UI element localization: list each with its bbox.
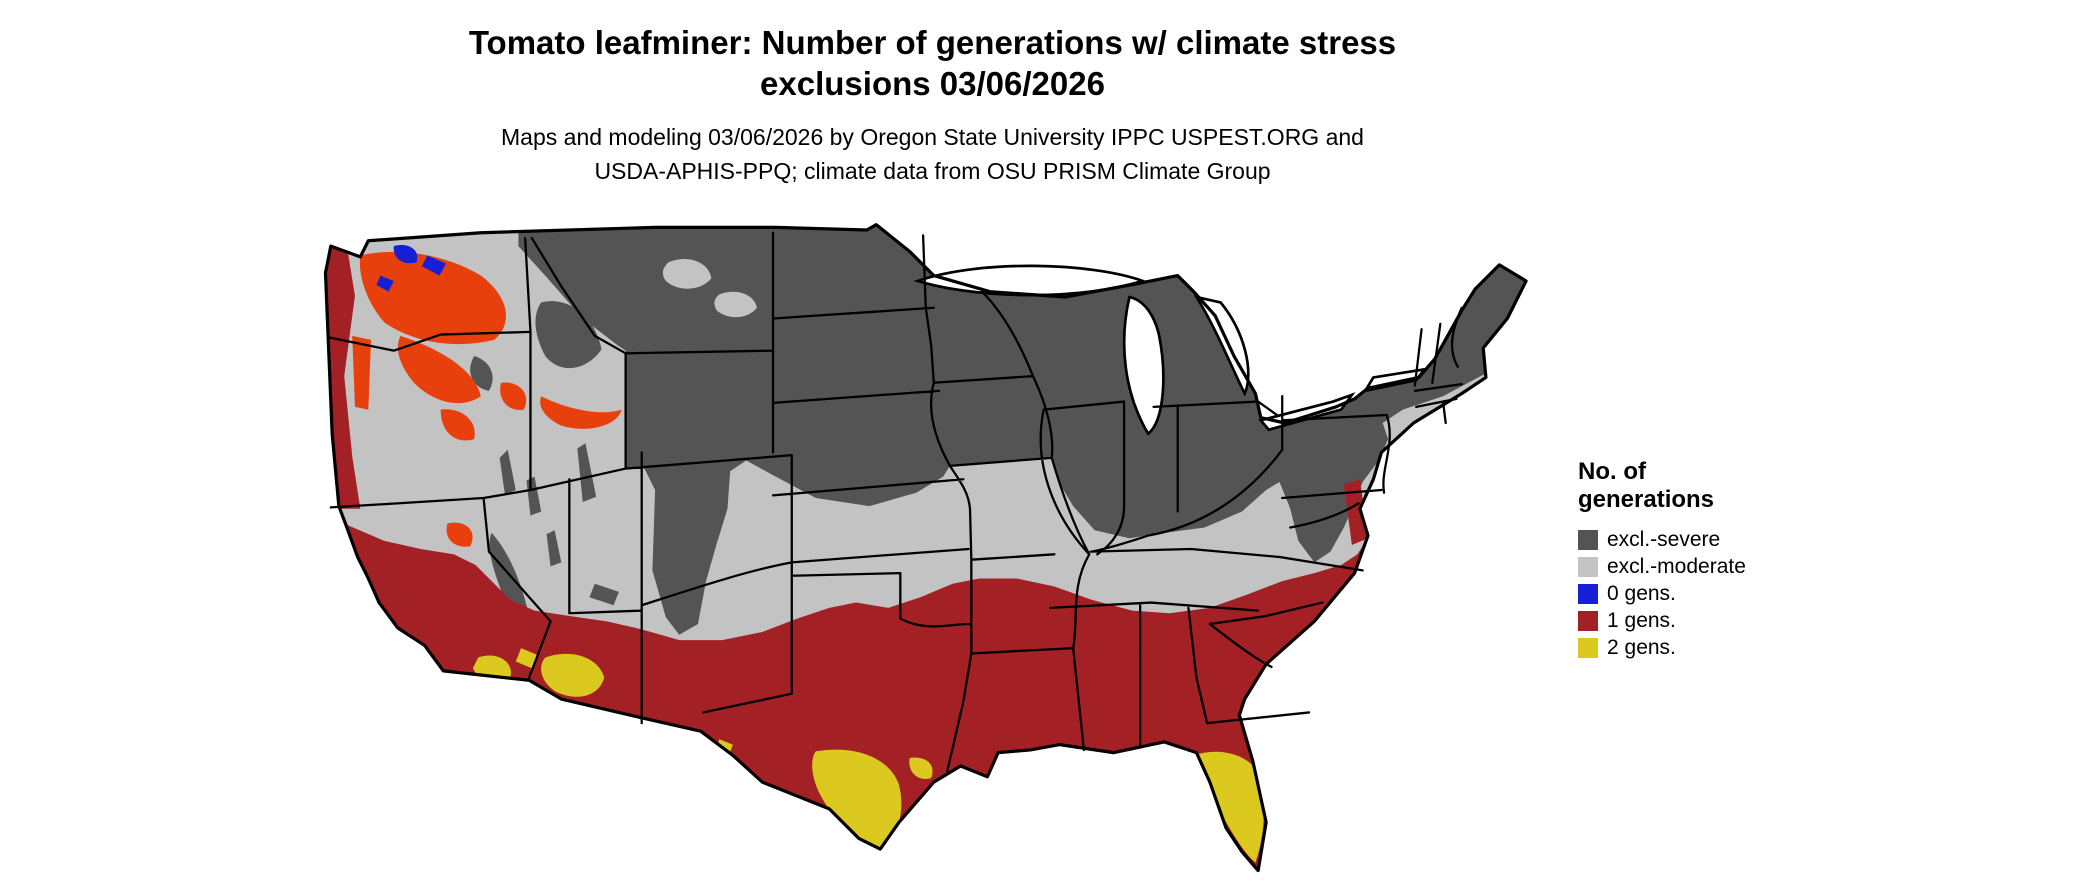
region-0-gens-a [393,244,418,264]
region-2-gens-stx [812,749,902,850]
lake-huron [1193,295,1250,397]
page-title: Tomato leafminer: Number of generations … [0,22,1865,104]
legend-label: excl.-severe [1607,528,1721,551]
legend-row: 0 gens. [1578,580,1878,607]
title-line-2: exclusions 03/06/2026 [760,65,1105,102]
severe-patch-central-idaho [535,301,602,369]
severe-patch-nv1 [499,449,516,496]
region-2-gens-phoenix [541,653,605,697]
legend-swatch-excl-severe [1578,529,1598,550]
legend-title-line-2: generations [1578,486,1715,513]
legend-items: excl.-severe excl.-moderate 0 gens. 1 ge… [1578,526,1878,661]
moderate-patch-emt2 [714,291,757,318]
legend-row: 1 gens. [1578,607,1878,634]
severe-patch-wasatch [577,443,597,503]
legend-swatch-excl-moderate [1578,556,1598,577]
legend-title-line-1: No. of [1578,458,1646,485]
stress-patch-neca [446,522,473,547]
legend-row: excl.-severe [1578,526,1878,553]
legend-label: 2 gens. [1607,636,1676,659]
gens1-patch-delmarva [1343,479,1368,545]
stress-patch-eor1 [440,409,475,441]
legend-label: 1 gens. [1607,609,1676,632]
subtitle-line-1: Maps and modeling 03/06/2026 by Oregon S… [501,124,1364,150]
stress-patch-columbia-basin [397,335,481,404]
moderate-patch-emt1 [662,259,712,289]
region-2-gens-seca [515,648,538,669]
legend-swatch-2-gens [1578,637,1598,658]
us-map-svg [323,223,1528,873]
legend-title: No. of generations [1578,458,1878,514]
stress-patch-eor2 [500,382,527,410]
legend-label: excl.-moderate [1607,555,1746,578]
legend-swatch-1-gens [1578,610,1598,631]
severe-patch-naz [589,583,619,606]
map-legend: No. of generations excl.-severe excl.-mo… [1578,458,1878,661]
severe-patch-blues [470,356,493,391]
stress-patch-willamette [352,335,372,410]
title-line-1: Tomato leafminer: Number of generations … [468,24,1397,61]
severe-patch-nv3 [546,530,562,567]
legend-row: 2 gens. [1578,634,1878,661]
stress-patch-snake-plain [540,396,622,429]
region-2-gens-txcoast [909,757,933,779]
us-map [320,222,1553,892]
legend-swatch-0-gens [1578,583,1598,604]
lake-michigan [1122,295,1165,436]
legend-row: excl.-moderate [1578,553,1878,580]
region-0-gens-c [376,275,394,292]
legend-label: 0 gens. [1607,582,1676,605]
us-outline [323,223,1528,873]
header: Tomato leafminer: Number of generations … [0,22,1865,188]
region-2-gens-sfl [1193,751,1264,863]
stress-patch-puget-columbia [359,251,506,345]
choropleth-layers [325,224,1527,871]
subtitle-line-2: USDA-APHIS-PPQ; climate data from OSU PR… [594,158,1271,184]
page-subtitle: Maps and modeling 03/06/2026 by Oregon S… [0,120,1865,188]
region-0-gens-b [421,255,447,276]
